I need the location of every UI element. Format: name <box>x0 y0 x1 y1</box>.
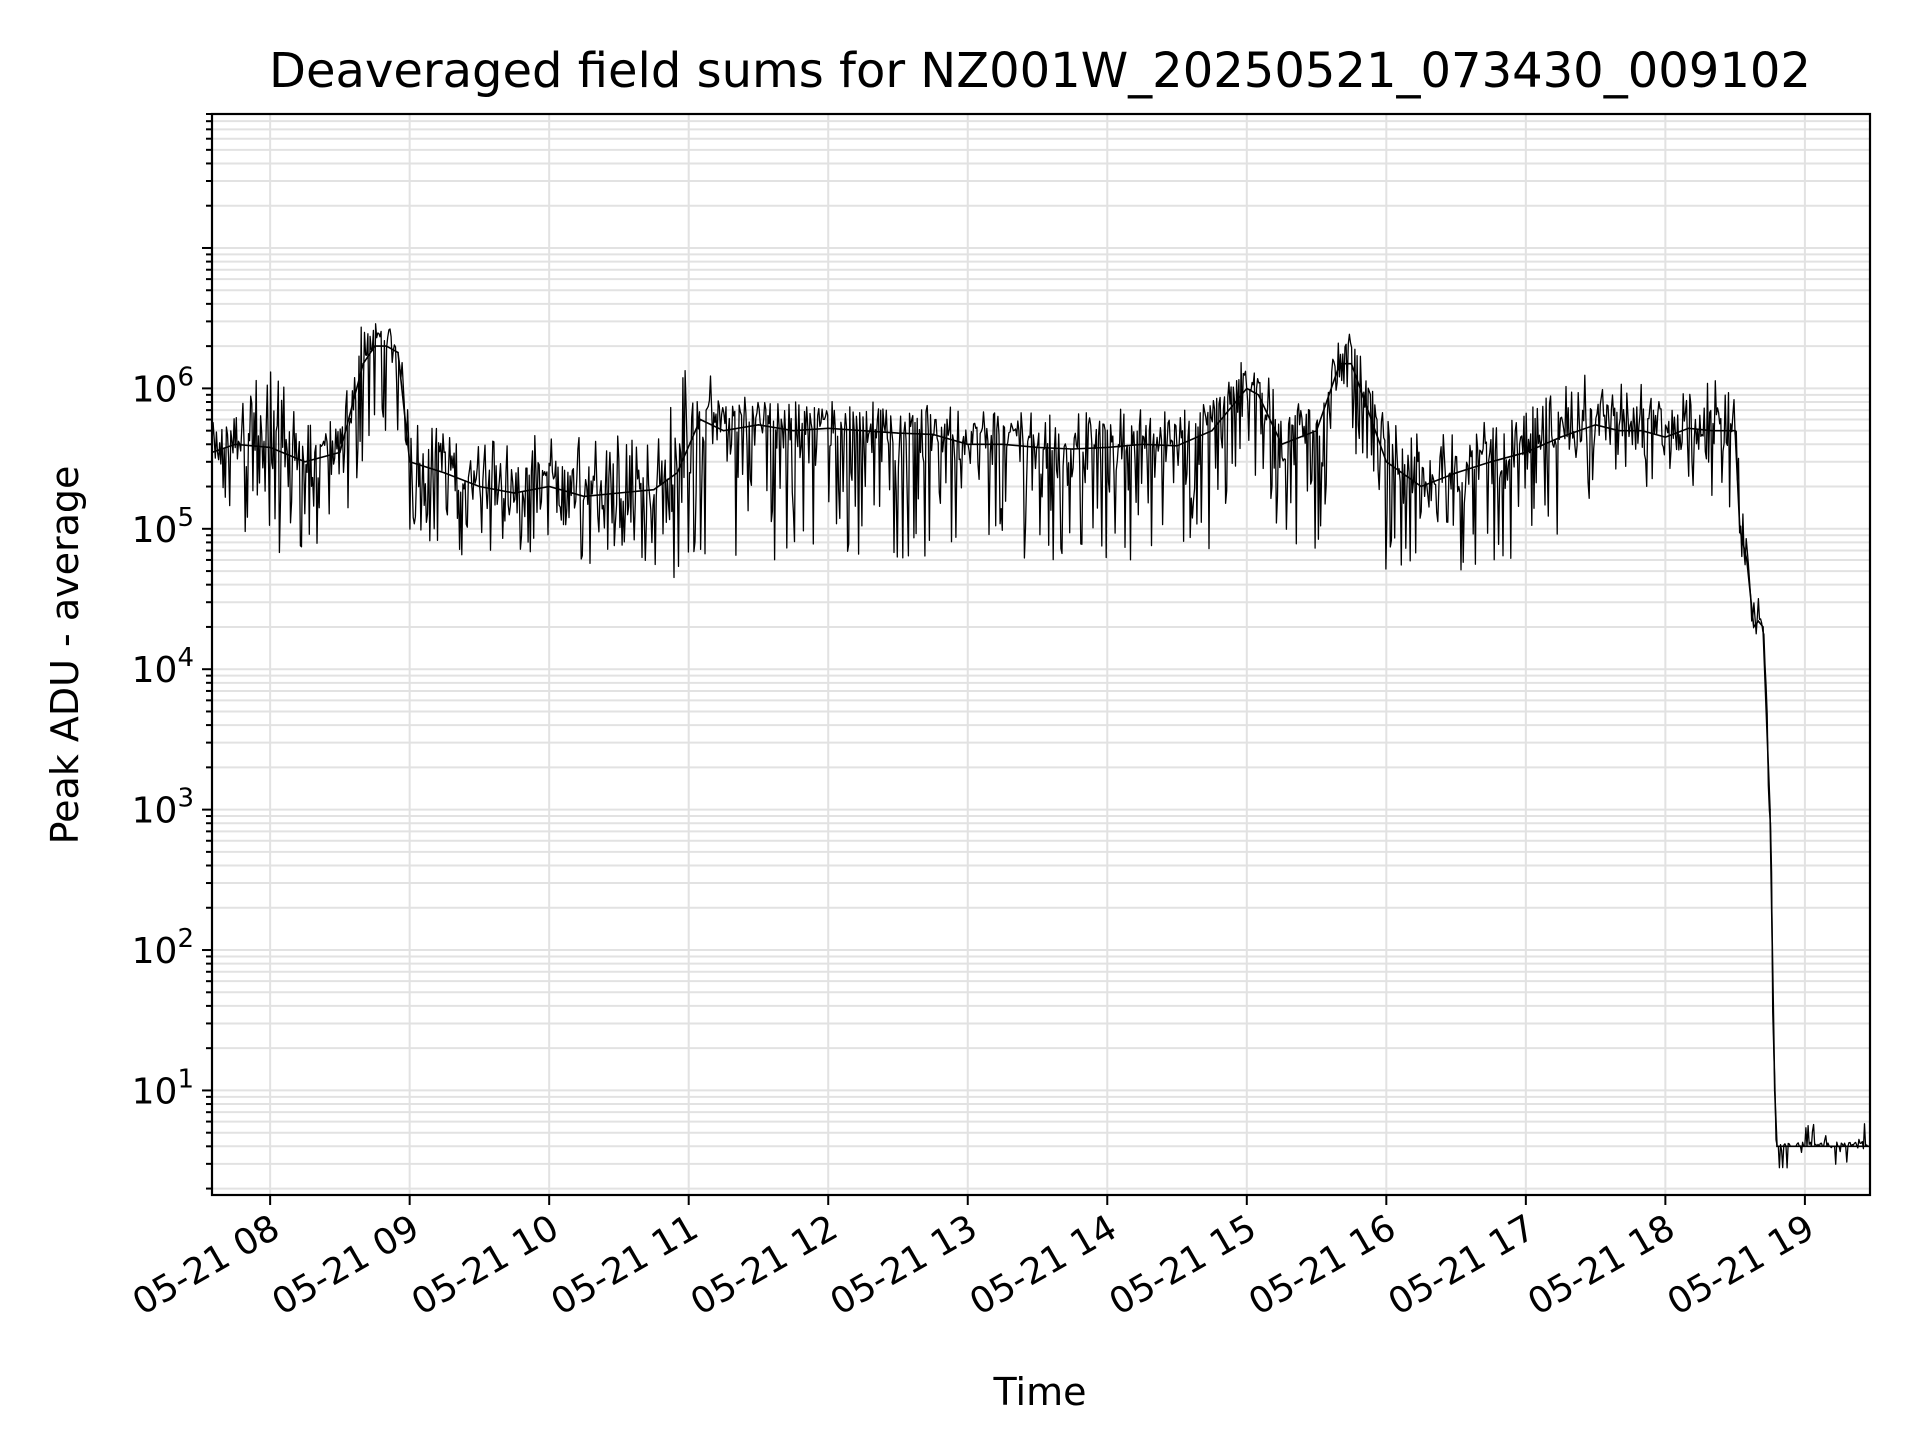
data-point <box>583 495 585 498</box>
data-point <box>1071 448 1074 450</box>
data-point <box>653 488 655 491</box>
data-point <box>234 443 237 446</box>
y-tick-exponent: 5 <box>177 503 194 533</box>
y-tick-base: 10 <box>132 1071 178 1112</box>
data-point <box>373 345 376 347</box>
data-point <box>1769 808 1771 811</box>
data-point <box>676 472 678 474</box>
data-point <box>618 492 620 494</box>
data-point <box>443 472 446 474</box>
data-point <box>385 345 388 347</box>
data-point <box>1257 394 1260 396</box>
data-point <box>1738 528 1741 530</box>
data-point <box>1036 446 1039 449</box>
data-point <box>362 362 364 365</box>
y-tick-base: 10 <box>132 369 178 410</box>
data-point <box>1664 436 1667 438</box>
y-tick-base: 10 <box>132 510 178 551</box>
data-point <box>966 443 969 446</box>
data-point <box>932 433 934 436</box>
data-series <box>211 345 1871 1148</box>
data-range-band <box>211 323 1871 1169</box>
y-tick-label: 103 <box>132 784 194 832</box>
y-tick-base: 10 <box>132 931 178 972</box>
data-point <box>699 418 702 421</box>
data-point <box>1773 1089 1776 1092</box>
data-point <box>827 427 830 430</box>
y-tick-exponent: 6 <box>177 362 194 392</box>
data-point <box>1525 451 1527 454</box>
y-tick-exponent: 1 <box>177 1064 194 1094</box>
y-tick-exponent: 2 <box>177 924 194 954</box>
data-point <box>1106 446 1109 449</box>
data-point <box>1176 445 1178 447</box>
data-point <box>1804 1145 1806 1148</box>
data-point <box>269 446 271 449</box>
data-point <box>757 424 760 426</box>
data-point <box>1757 620 1760 622</box>
data-point <box>722 429 725 432</box>
data-point <box>408 461 411 463</box>
data-point <box>862 429 864 432</box>
data-point <box>1618 429 1620 432</box>
y-tick-label: 106 <box>132 362 194 410</box>
y-tick-label: 101 <box>132 1064 194 1112</box>
chart-title: Deaveraged field sums for NZ001W_2025052… <box>269 43 1811 99</box>
data-point <box>1778 1145 1781 1148</box>
data-point <box>304 461 306 463</box>
y-tick-base: 10 <box>132 791 178 832</box>
y-axis-label: Peak ADU - average <box>43 466 87 845</box>
data-point <box>1420 485 1423 488</box>
data-point <box>513 492 516 494</box>
data-point <box>478 485 481 488</box>
data-point <box>1776 1145 1778 1148</box>
data-point <box>1455 472 1457 474</box>
data-point <box>397 351 399 354</box>
data-point <box>339 451 341 454</box>
data-point <box>1752 626 1755 628</box>
data-point <box>1734 429 1736 432</box>
series-line <box>211 345 1870 1148</box>
data-point <box>1594 424 1597 426</box>
y-tick-label: 105 <box>132 503 194 551</box>
data-point <box>548 485 550 488</box>
x-axis-label: Time <box>993 1370 1087 1414</box>
grid-lines <box>212 113 1870 1195</box>
data-point <box>1641 429 1643 432</box>
data-point <box>1315 429 1318 432</box>
y-tick-label: 104 <box>132 643 194 691</box>
data-point <box>1687 427 1690 430</box>
y-tick-label: 102 <box>132 924 194 972</box>
data-point <box>897 432 899 434</box>
y-tick-base: 10 <box>132 650 178 691</box>
series-noise-trace <box>211 323 1871 1169</box>
data-point <box>1141 443 1143 446</box>
data-point <box>1762 626 1764 628</box>
data-point <box>1559 436 1562 438</box>
data-point <box>1245 387 1248 390</box>
y-tick-exponent: 3 <box>177 784 194 814</box>
data-point <box>1745 559 1748 561</box>
data-point <box>1711 429 1713 432</box>
data-point <box>1001 443 1004 446</box>
data-point <box>1339 362 1341 365</box>
data-point <box>1490 461 1492 463</box>
plot-area-frame <box>210 112 1872 1197</box>
data-point <box>1280 443 1283 446</box>
data-point <box>1350 362 1353 365</box>
data-point <box>792 429 795 432</box>
y-tick-exponent: 4 <box>177 643 194 673</box>
data-point <box>1211 429 1213 432</box>
data-point <box>1385 461 1388 463</box>
